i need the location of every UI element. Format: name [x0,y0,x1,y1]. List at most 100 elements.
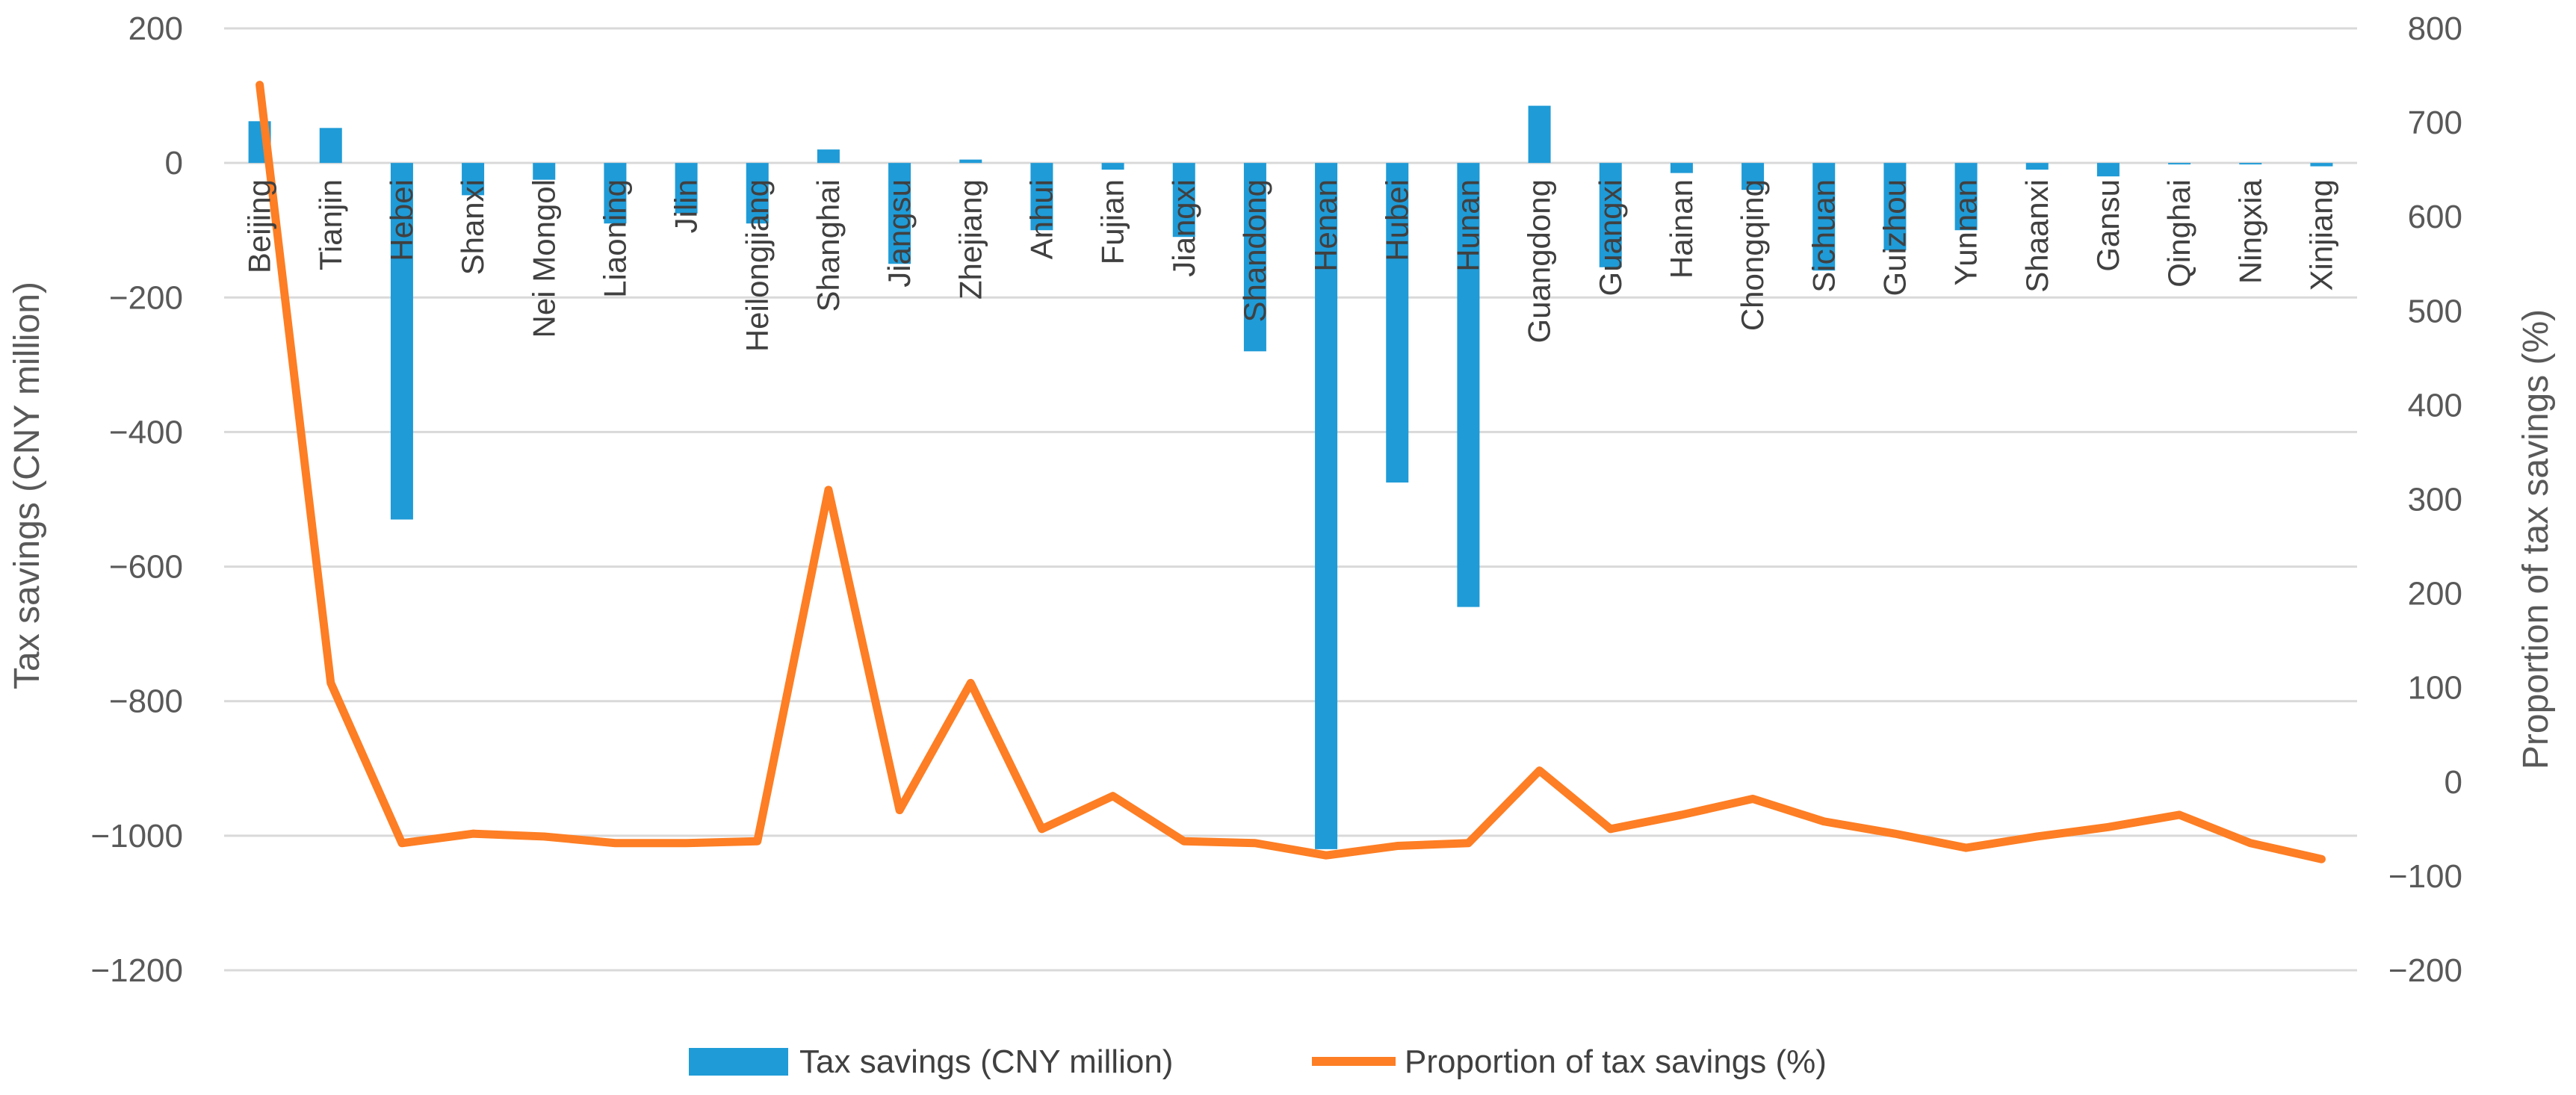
category-label: Hainan [1664,179,1699,279]
point-yunnan [1965,847,1967,849]
bar-yunnan [1954,163,1978,231]
bar-zhejiang [959,159,982,164]
point-henan [1325,854,1328,857]
bar-shanghai [817,149,840,164]
point-tianjin [329,682,332,684]
bar-liaoning [604,163,627,224]
right-tick-label: 500 [2408,293,2462,329]
left-axis-title: Tax savings (CNY million) [7,282,47,689]
category-label: Shanghai [811,179,846,312]
right-tick-label: 0 [2445,764,2462,801]
bar-jiangsu [888,163,911,264]
left-tick-label: −200 [109,279,183,316]
point-gansu [2107,826,2109,828]
right-tick-label: 100 [2408,670,2462,707]
bar-chongqing [1741,163,1765,190]
right-tick-label: 800 [2408,10,2462,47]
category-label: Sichuan [1806,179,1841,293]
category-label: Jilin [669,179,704,233]
bar-hubei [1386,163,1409,483]
category-label: Henan [1308,179,1343,272]
point-shanxi [472,833,474,835]
point-sichuan [1823,820,1825,822]
bar-shandong [1243,163,1266,352]
bar-shaanxi [2025,163,2049,170]
bar-guizhou [1883,163,1907,251]
right-tick-label: 200 [2408,576,2462,612]
bar-xinjiang [2310,163,2333,167]
point-hunan [1467,842,1470,844]
category-label: Fujian [1095,179,1130,264]
category-label: Heilongjiang [740,179,775,352]
category-label: Shandong [1237,179,1272,323]
category-label: Beijing [242,179,277,273]
category-label: Shanxi [455,179,490,275]
legend-label-bar: Tax savings (CNY million) [799,1043,1173,1080]
right-tick-label: −200 [2388,952,2462,989]
point-guangdong [1538,769,1541,772]
right-tick-label: 300 [2408,482,2462,518]
bar-ningxia [2239,163,2262,165]
point-qinghai [2179,813,2181,816]
bar-tianjin [319,128,342,164]
left-tick-label: −1200 [90,952,183,989]
legend-swatch-bar [689,1048,788,1076]
proportion-series-line [256,81,2326,863]
point-jiangsu [899,809,901,811]
point-fujian [1112,795,1114,797]
category-label: Shaanxi [2019,179,2055,293]
right-tick-label: −100 [2388,858,2462,895]
bar-guangdong [1528,105,1551,164]
category-label: Xinjiang [2303,179,2338,291]
left-tick-label: −800 [109,683,183,720]
tax-savings-bars [248,105,2333,849]
category-label: Liaoning [597,179,632,298]
right-tick-label: 400 [2408,387,2462,424]
category-label: Jiangxi [1166,179,1201,277]
bar-shanxi [462,163,485,196]
point-hainan [1680,813,1682,816]
bar-hainan [1670,163,1693,173]
category-label: Tianjin [313,179,348,270]
bar-guangxi [1599,163,1622,267]
bar-jiangxi [1172,163,1195,238]
bar-heilongjiang [746,163,769,224]
point-hubei [1396,845,1399,847]
bar-henan [1315,163,1338,849]
point-beijing [258,84,261,86]
point-heilongjiang [756,840,758,843]
category-label: Jiangsu [882,179,917,288]
category-label: Guizhou [1877,179,1912,296]
legend-label-line: Proportion of tax savings (%) [1405,1043,1827,1080]
right-tick-label: 700 [2408,105,2462,141]
point-shaanxi [2036,835,2038,837]
point-xinjiang [2320,858,2323,860]
category-label: Anhui [1024,179,1059,259]
right-tick-label: 600 [2408,199,2462,235]
bar-hebei [390,163,413,520]
category-label: Hebei [384,179,419,261]
point-chongqing [1752,798,1754,800]
category-label: Nei Mongol [526,179,561,338]
left-tick-label: −1000 [90,818,183,854]
left-tick-label: 200 [129,10,183,47]
point-guizhou [1894,833,1896,835]
category-label: Ningxia [2232,179,2267,284]
point-ningxia [2250,842,2252,844]
category-label: Hunan [1450,179,1485,272]
point-shandong [1254,842,1256,844]
point-zhejiang [970,682,972,684]
category-label: Yunnan [1948,179,1984,286]
bar-anhui [1030,163,1053,231]
bar-gansu [2096,163,2120,177]
category-label: Guangdong [1522,179,1557,344]
category-label: Hubei [1379,179,1414,261]
bar-sichuan [1812,163,1836,271]
left-tick-label: −600 [109,549,183,586]
right-axis-ticks: 800 700 600 500 400 300 200 100 0 −100 −200 [2388,10,2462,989]
bar-nei-mongol [533,163,556,180]
point-guangxi [1609,828,1611,830]
point-nei-mongol [543,835,545,837]
bar-fujian [1101,163,1124,170]
